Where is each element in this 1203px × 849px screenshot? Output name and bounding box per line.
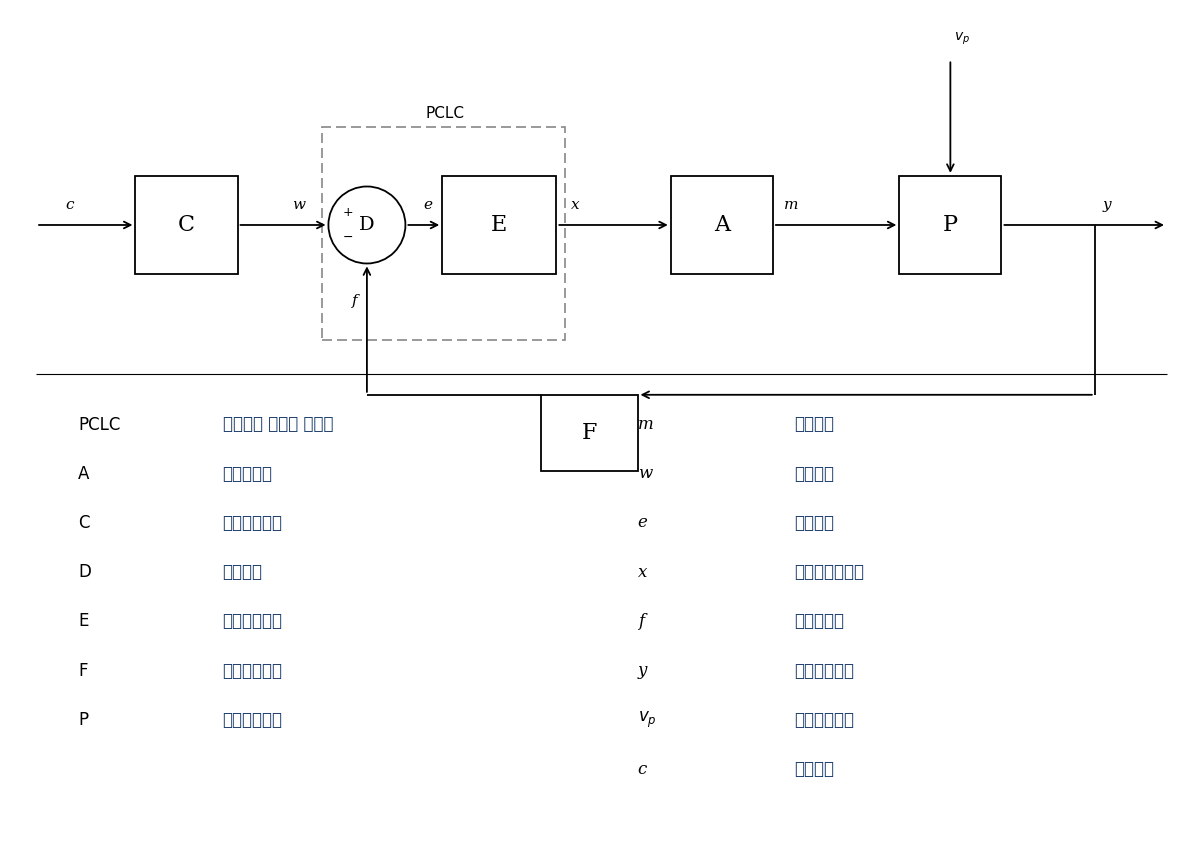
Text: D: D bbox=[78, 563, 91, 582]
Text: w: w bbox=[292, 199, 304, 212]
Text: c: c bbox=[65, 199, 75, 212]
Text: m: m bbox=[784, 199, 799, 212]
Text: P: P bbox=[943, 214, 958, 236]
Text: D: D bbox=[360, 216, 374, 234]
Ellipse shape bbox=[328, 187, 405, 263]
Text: 명령변수: 명령변수 bbox=[794, 760, 834, 779]
Text: 생리학적변수: 생리학적변수 bbox=[794, 661, 854, 680]
Text: 기준변수: 기준변수 bbox=[794, 464, 834, 483]
Text: 명령전달요소: 명령전달요소 bbox=[223, 514, 283, 532]
Text: −: − bbox=[343, 231, 352, 245]
Text: 비교요소: 비교요소 bbox=[223, 563, 262, 582]
Bar bbox=[443, 177, 556, 273]
Text: C: C bbox=[78, 514, 90, 532]
Bar bbox=[900, 177, 1001, 273]
Text: A: A bbox=[78, 464, 89, 483]
Text: 피드백변수: 피드백변수 bbox=[794, 612, 845, 631]
Text: 조정변수: 조정변수 bbox=[794, 415, 834, 434]
Bar bbox=[135, 177, 238, 273]
Bar bbox=[671, 177, 774, 273]
Text: 생리학적 폐회로 제어기: 생리학적 폐회로 제어기 bbox=[223, 415, 333, 434]
Text: PCLC: PCLC bbox=[78, 415, 120, 434]
Text: e: e bbox=[423, 199, 433, 212]
Text: x: x bbox=[570, 199, 580, 212]
Text: f: f bbox=[638, 613, 644, 630]
Text: C: C bbox=[178, 214, 195, 236]
Text: $v_p$: $v_p$ bbox=[638, 710, 657, 730]
Text: +: + bbox=[343, 205, 352, 219]
Text: y: y bbox=[1102, 199, 1112, 212]
Text: y: y bbox=[638, 662, 647, 679]
Text: A: A bbox=[713, 214, 730, 236]
Text: F: F bbox=[582, 422, 597, 444]
Text: E: E bbox=[491, 214, 508, 236]
Bar bbox=[322, 127, 565, 340]
Text: 오차변수: 오차변수 bbox=[794, 514, 834, 532]
Text: x: x bbox=[638, 564, 647, 581]
Text: F: F bbox=[78, 661, 88, 680]
Text: 액추에이터: 액추에이터 bbox=[223, 464, 273, 483]
Text: m: m bbox=[638, 416, 653, 433]
Text: 환자방해변수: 환자방해변수 bbox=[794, 711, 854, 729]
Text: $v_p$: $v_p$ bbox=[954, 31, 971, 47]
Text: P: P bbox=[78, 711, 88, 729]
Text: 측정전달요소: 측정전달요소 bbox=[223, 661, 283, 680]
Text: e: e bbox=[638, 514, 647, 531]
Text: c: c bbox=[638, 761, 647, 778]
Text: 환자전달요소: 환자전달요소 bbox=[223, 711, 283, 729]
Bar bbox=[541, 395, 638, 471]
Text: E: E bbox=[78, 612, 89, 631]
Text: w: w bbox=[638, 465, 652, 482]
Text: 제어전달요소: 제어전달요소 bbox=[223, 612, 283, 631]
Text: f: f bbox=[352, 295, 357, 308]
Text: PCLC: PCLC bbox=[426, 105, 464, 121]
Text: 제어기출력변수: 제어기출력변수 bbox=[794, 563, 864, 582]
